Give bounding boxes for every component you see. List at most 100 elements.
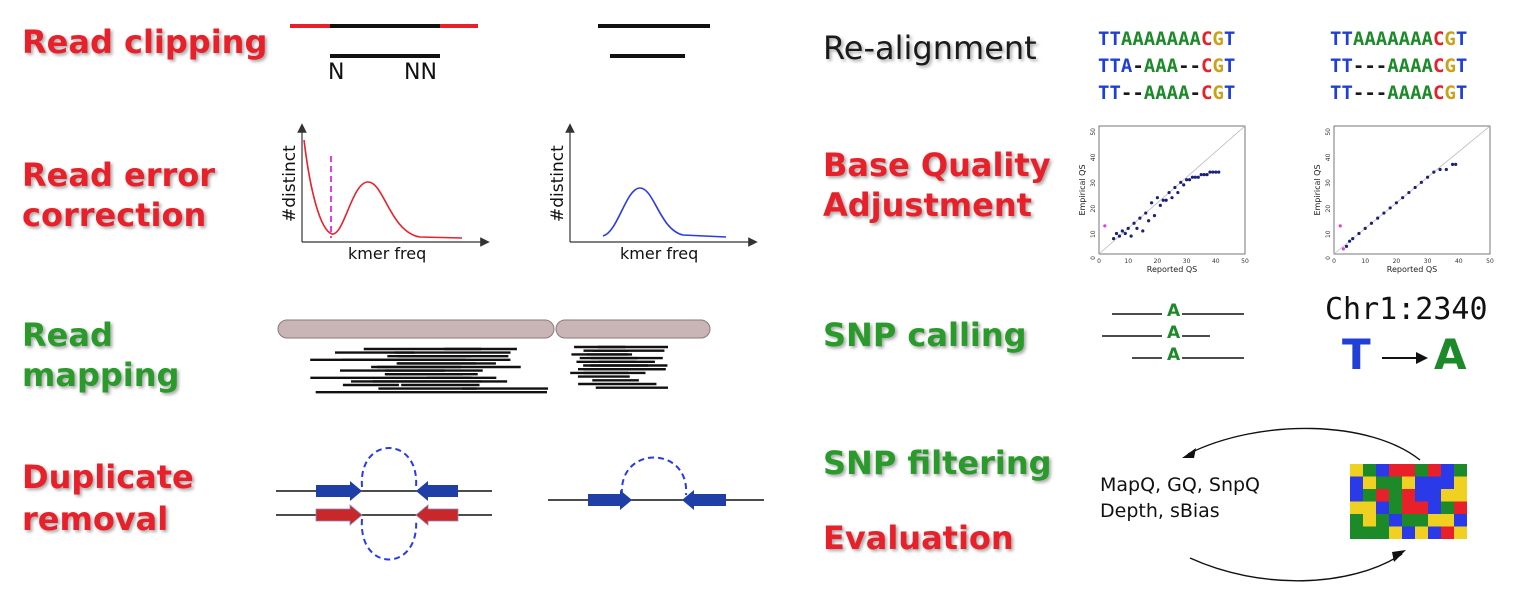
matrix-cell xyxy=(1428,476,1441,489)
y-tick-label: 30 xyxy=(1325,179,1332,187)
data-point xyxy=(1376,216,1380,220)
data-point xyxy=(1185,178,1189,182)
data-point xyxy=(1426,175,1430,179)
matrix-cell xyxy=(1415,501,1428,514)
realign-before-row-1: TTAAAAAAACGT xyxy=(1098,28,1236,50)
data-point xyxy=(1144,211,1148,215)
data-point xyxy=(1450,162,1455,166)
data-point xyxy=(1348,239,1352,243)
x-tick-label: 20 xyxy=(1154,258,1162,265)
data-point xyxy=(1211,170,1215,174)
snp-position: Chr1:2340 xyxy=(1325,292,1488,327)
plot-frame xyxy=(1333,125,1491,255)
matrix-cell xyxy=(1402,476,1415,489)
label-bqa-2: Adjustment xyxy=(823,186,1032,224)
x-axis-label: Reported QS xyxy=(1147,265,1197,274)
read-mapping-graphic xyxy=(277,319,711,394)
matrix-cell xyxy=(1350,526,1363,539)
matrix-cell xyxy=(1454,489,1467,502)
data-point xyxy=(1217,170,1221,174)
data-point xyxy=(1438,167,1442,172)
snp-allele-2: A xyxy=(1167,323,1181,343)
data-point xyxy=(1120,229,1124,233)
matrix-cell xyxy=(1428,514,1441,527)
matrix-cell xyxy=(1428,526,1441,539)
matrix-cell xyxy=(1441,514,1454,527)
clip-n-left: N xyxy=(328,60,345,85)
matrix-cell xyxy=(1363,514,1376,527)
label-read-error-1: Read error xyxy=(22,156,216,194)
kmer-plot-before xyxy=(297,123,490,247)
matrix-cell xyxy=(1363,501,1376,514)
label-duplicate-2: removal xyxy=(22,500,169,538)
data-point xyxy=(1193,175,1197,179)
matrix-cell xyxy=(1415,464,1428,477)
label-realignment: Re-alignment xyxy=(823,29,1037,67)
read-clipping-graphic xyxy=(290,24,710,58)
matrix-cell xyxy=(1415,526,1428,539)
realign-before-row-2: TTA-AAA--CGT xyxy=(1098,55,1236,77)
matrix-cell xyxy=(1441,476,1454,489)
matrix-cell xyxy=(1402,501,1415,514)
filter-criteria-2: Depth, sBias xyxy=(1100,500,1220,522)
data-point xyxy=(1205,173,1209,177)
data-point xyxy=(1141,229,1145,233)
data-point xyxy=(1444,167,1448,172)
data-point xyxy=(1187,178,1192,182)
matrix-cell xyxy=(1389,489,1402,502)
matrix-cell xyxy=(1441,501,1454,514)
data-point xyxy=(1164,198,1168,202)
diagonal-line xyxy=(1098,125,1246,255)
matrix-cell xyxy=(1415,489,1428,502)
matrix-cell xyxy=(1441,489,1454,502)
matrix-cell xyxy=(1350,476,1363,489)
snp-allele-3: A xyxy=(1167,345,1181,365)
data-point xyxy=(1202,173,1206,177)
matrix-cell xyxy=(1428,489,1441,502)
matrix-cell xyxy=(1350,489,1363,502)
y-axis-label: Empirical QS xyxy=(1078,164,1087,215)
y-tick-label: 50 xyxy=(1325,128,1332,136)
label-read-mapping-1: Read xyxy=(22,316,113,354)
data-point xyxy=(1369,221,1374,225)
x-tick-label: 50 xyxy=(1486,258,1494,265)
kmer-plot-after xyxy=(565,123,758,247)
qs-plot-before: 00 10 10 20 20 30 30 40 40 50 50 Reported QS Empiric… xyxy=(1078,125,1249,274)
data-point xyxy=(1152,214,1157,218)
x-tick-label: 10 xyxy=(1124,258,1132,265)
matrix-cell xyxy=(1402,514,1415,527)
data-point xyxy=(1208,170,1212,174)
data-point xyxy=(1158,203,1162,207)
data-point xyxy=(1126,226,1130,230)
data-point xyxy=(1401,196,1405,200)
label-read-mapping-2: mapping xyxy=(22,356,180,394)
matrix-cell xyxy=(1389,501,1402,514)
data-point xyxy=(1432,170,1436,174)
data-point xyxy=(1173,185,1177,190)
data-point xyxy=(1394,201,1398,205)
x-tick-label: 50 xyxy=(1241,258,1249,265)
x-tick-label: 30 xyxy=(1183,258,1191,265)
x-axis-label: Reported QS xyxy=(1387,265,1437,274)
data-point xyxy=(1114,231,1119,236)
data-point xyxy=(1214,170,1218,174)
realign-after-row-1: TTAAAAAAACGT xyxy=(1330,28,1468,50)
duplicate-removal-graphic xyxy=(276,447,764,561)
x-tick-label: 10 xyxy=(1361,258,1369,265)
y-tick-label: 40 xyxy=(1090,153,1097,161)
x-tick-label: 40 xyxy=(1212,258,1220,265)
data-point xyxy=(1190,175,1195,179)
matrix-cell xyxy=(1454,526,1467,539)
kmer-xlabel-before: kmer freq xyxy=(348,244,427,263)
matrix-cell xyxy=(1389,464,1402,477)
matrix-cell xyxy=(1402,489,1415,502)
matrix-cell xyxy=(1350,501,1363,514)
matrix-cell xyxy=(1363,464,1376,477)
kmer-ylabel-before: #distinct xyxy=(280,145,300,222)
data-point xyxy=(1117,234,1122,238)
matrix-cell xyxy=(1441,526,1454,539)
realign-after-row-2: TT---AAAACGT xyxy=(1330,55,1468,77)
data-point xyxy=(1132,221,1136,225)
kmer-ylabel-after: #distinct xyxy=(548,145,568,222)
